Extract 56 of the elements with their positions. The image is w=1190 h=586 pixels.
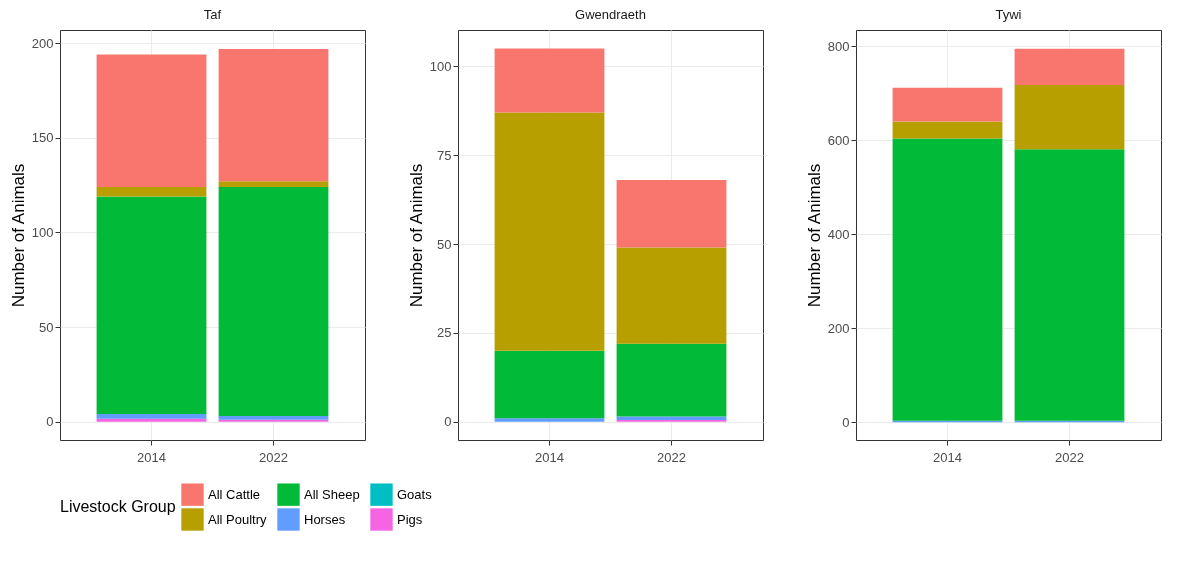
y-tick-label: 100 bbox=[429, 58, 452, 74]
y-tick-label: 400 bbox=[827, 226, 850, 242]
bar bbox=[892, 138, 1003, 421]
bar bbox=[616, 180, 727, 248]
bar bbox=[218, 415, 329, 420]
y-tick-label: 50 bbox=[437, 236, 452, 252]
bar bbox=[494, 418, 605, 422]
y-tick-label: 50 bbox=[39, 319, 54, 335]
y-axis-title: Number of Animals bbox=[804, 163, 824, 308]
chart-title: Tywi bbox=[995, 7, 1022, 22]
bar bbox=[96, 54, 207, 188]
legend-label: All Poultry bbox=[208, 511, 268, 527]
y-tick-label: 200 bbox=[827, 320, 850, 336]
bar bbox=[96, 418, 207, 422]
bar bbox=[96, 414, 207, 419]
y-axis-title: Number of Animals bbox=[8, 163, 28, 308]
bar bbox=[1014, 48, 1125, 85]
bar bbox=[616, 343, 727, 417]
bar bbox=[616, 247, 727, 344]
x-tick-label: 2022 bbox=[657, 449, 686, 465]
x-tick-label: 2022 bbox=[1055, 449, 1084, 465]
bar bbox=[96, 187, 207, 197]
x-tick-label: 2014 bbox=[535, 449, 564, 465]
bar bbox=[892, 87, 1003, 122]
y-tick-label: 0 bbox=[46, 414, 54, 430]
x-tick-label: 2022 bbox=[259, 449, 288, 465]
y-tick-label: 150 bbox=[31, 130, 54, 146]
legend-label: Goats bbox=[397, 486, 433, 502]
legend-label: Horses bbox=[304, 511, 346, 527]
y-tick-label: 200 bbox=[31, 35, 54, 51]
bar bbox=[892, 121, 1003, 139]
legend-label: Pigs bbox=[397, 511, 423, 527]
chart-title: Taf bbox=[203, 7, 222, 22]
y-tick-label: 75 bbox=[437, 147, 452, 163]
y-tick-label: 0 bbox=[842, 414, 850, 430]
x-tick-label: 2014 bbox=[933, 449, 962, 465]
bar bbox=[218, 181, 329, 188]
y-axis-title: Number of Animals bbox=[406, 163, 426, 308]
y-tick-label: 100 bbox=[31, 224, 54, 240]
x-tick-label: 2014 bbox=[137, 449, 166, 465]
bar bbox=[494, 48, 605, 113]
bar bbox=[1014, 84, 1125, 150]
bar bbox=[494, 112, 605, 351]
legend-label: All Sheep bbox=[304, 486, 360, 502]
legend-label: All Cattle bbox=[208, 486, 261, 502]
bar bbox=[96, 196, 207, 415]
y-tick-label: 0 bbox=[444, 414, 452, 430]
bar bbox=[218, 187, 329, 416]
y-tick-label: 25 bbox=[437, 325, 452, 341]
bar bbox=[494, 350, 605, 419]
y-tick-label: 600 bbox=[827, 132, 850, 148]
legend-title: Livestock Group bbox=[60, 498, 176, 515]
chart-title: Gwendraeth bbox=[575, 7, 646, 22]
y-tick-label: 800 bbox=[827, 38, 850, 54]
bar bbox=[218, 48, 329, 182]
bar bbox=[1014, 149, 1125, 421]
